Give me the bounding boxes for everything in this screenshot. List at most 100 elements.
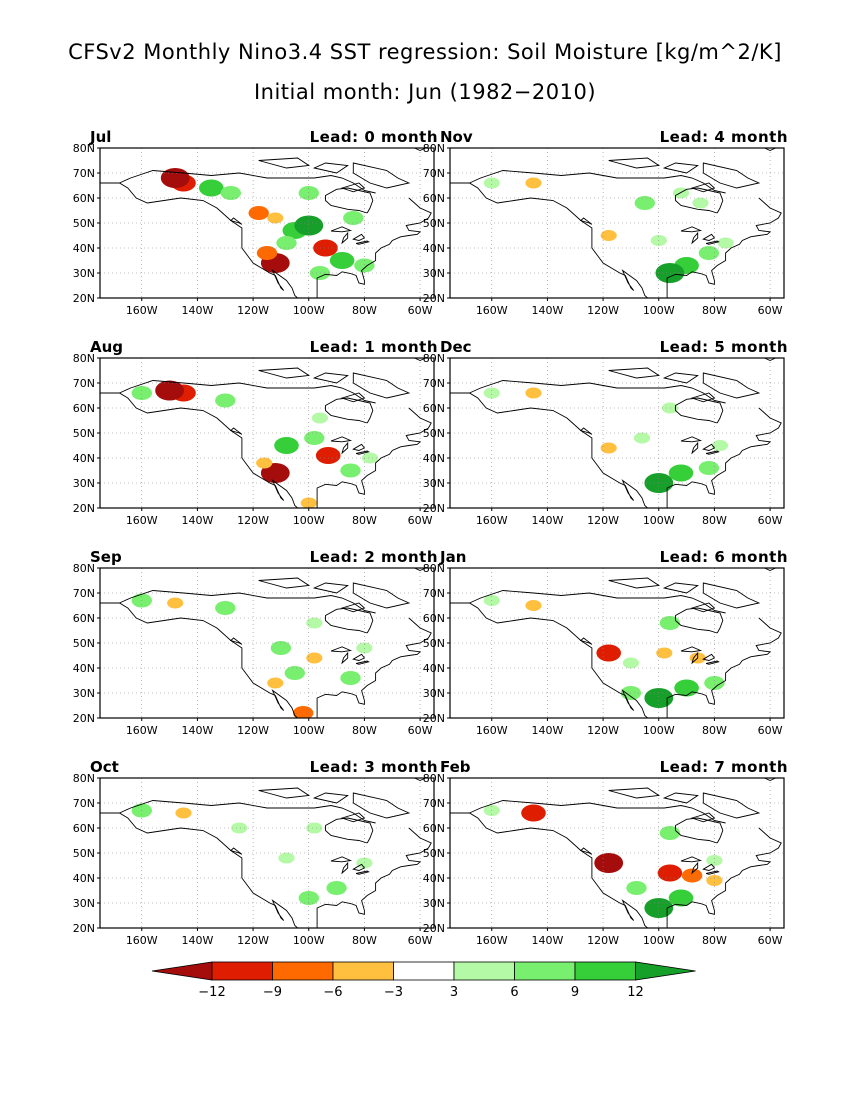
lat-tick-label: 30N — [73, 267, 95, 280]
contour-cell — [215, 393, 236, 408]
coastline — [352, 233, 366, 241]
colorbar-segment — [574, 961, 636, 981]
chart-subtitle: Initial month: Jun (1982−2010) — [253, 80, 597, 104]
coastline — [690, 392, 716, 403]
lon-tick-label: 60W — [408, 724, 433, 737]
lon-tick-label: 140W — [181, 724, 213, 737]
coastline — [691, 441, 699, 455]
coastline — [330, 436, 353, 443]
panel-month-label: Feb — [440, 758, 471, 776]
lat-tick-label: 30N — [73, 687, 95, 700]
contour-cell — [661, 402, 678, 414]
coastline — [316, 197, 432, 298]
lat-tick-label: 20N — [423, 922, 445, 935]
coastline — [312, 372, 349, 384]
lon-tick-label: 160W — [476, 724, 508, 737]
coastline — [705, 450, 720, 455]
lon-tick-label: 80W — [702, 304, 727, 317]
contour-cell — [284, 666, 305, 680]
coastline — [341, 441, 349, 455]
contour-cell — [668, 464, 694, 482]
coastline — [764, 778, 776, 781]
contour-cell — [267, 677, 284, 689]
contour-cell — [600, 442, 617, 454]
lon-tick-label: 140W — [181, 514, 213, 527]
coastline — [355, 240, 370, 245]
lon-tick-label: 160W — [476, 514, 508, 527]
contour-cell — [361, 452, 379, 464]
colorbar-label: 6 — [510, 985, 518, 1000]
lat-tick-label: 40N — [73, 452, 95, 465]
coastline — [229, 637, 243, 645]
lon-tick-label: 160W — [126, 304, 158, 317]
contour-cell — [256, 246, 278, 260]
map-panel: Sep Lead: 2 month 80N 70N 60N 50N 40N 30N 20N 160… — [60, 548, 440, 753]
panel-month-label: Aug — [90, 338, 124, 356]
lat-tick-label: 20N — [73, 292, 95, 305]
contour-cell — [704, 676, 725, 690]
coastline — [340, 812, 366, 823]
colorbar-label: 12 — [627, 985, 644, 1000]
coastline — [450, 392, 649, 508]
lon-tick-label: 120W — [587, 304, 619, 317]
contour-cell — [155, 380, 184, 401]
coastline — [312, 792, 349, 804]
lat-tick-label: 20N — [423, 292, 445, 305]
lat-tick-label: 50N — [423, 427, 445, 440]
coastline — [702, 582, 761, 609]
lat-tick-label: 60N — [423, 612, 445, 625]
contour-cell — [215, 601, 236, 615]
lon-tick-label: 120W — [237, 934, 269, 947]
coastline — [119, 170, 376, 194]
coastline — [469, 170, 726, 194]
coastline — [414, 568, 426, 571]
panel-lead-label: Lead: 6 month — [659, 548, 788, 566]
coastline — [469, 380, 726, 404]
coastline — [764, 568, 776, 571]
lat-tick-label: 30N — [423, 477, 445, 490]
coastline — [579, 217, 593, 225]
colorbar-segment — [151, 961, 213, 981]
lat-tick-label: 70N — [423, 587, 445, 600]
coastline — [325, 187, 374, 214]
lat-tick-label: 70N — [73, 167, 95, 180]
lon-tick-label: 100W — [293, 934, 325, 947]
coastline — [352, 582, 411, 609]
contour-cell — [596, 644, 621, 662]
lat-tick-label: 60N — [423, 822, 445, 835]
map-panel: Jul Lead: 0 month 80N 70N 60N 50N 40N 30N 20N 160… — [60, 128, 440, 333]
panel-lead-label: Lead: 5 month — [659, 338, 788, 356]
coastline — [258, 577, 311, 589]
contour-cell — [483, 177, 500, 189]
coastline — [258, 157, 311, 169]
coastline — [330, 226, 353, 233]
coastline — [702, 653, 716, 661]
coastline — [469, 800, 726, 824]
contour-cell — [276, 236, 297, 250]
lat-tick-label: 20N — [73, 922, 95, 935]
lat-tick-label: 80N — [423, 772, 445, 785]
coastline — [450, 182, 649, 298]
coastline — [666, 407, 782, 508]
coastline — [352, 653, 366, 661]
map-plot: 80N 70N 60N 50N 40N 30N 20N 160W 140W 120W 100W 80W… — [73, 562, 435, 737]
lat-tick-label: 50N — [423, 217, 445, 230]
contour-cell — [270, 641, 292, 655]
contour-cell — [293, 706, 314, 718]
lat-tick-label: 80N — [73, 562, 95, 575]
contour-cell — [706, 855, 723, 866]
lon-tick-label: 160W — [126, 514, 158, 527]
lon-tick-label: 160W — [126, 724, 158, 737]
lon-tick-label: 100W — [643, 304, 675, 317]
lat-tick-label: 40N — [423, 452, 445, 465]
map-plot: 80N 70N 60N 50N 40N 30N 20N 160W 140W 120W 100W 80W… — [73, 142, 435, 317]
coastline — [690, 182, 716, 193]
lat-tick-label: 20N — [73, 712, 95, 725]
map-plot: 80N 70N 60N 50N 40N 30N 20N 160W 140W 120W 100W 80W… — [423, 352, 785, 527]
panel-month-label: Jul — [90, 128, 112, 146]
lon-tick-label: 100W — [293, 724, 325, 737]
lon-tick-label: 160W — [476, 304, 508, 317]
coastline — [675, 187, 724, 214]
lat-tick-label: 50N — [73, 637, 95, 650]
coastline — [705, 870, 720, 875]
